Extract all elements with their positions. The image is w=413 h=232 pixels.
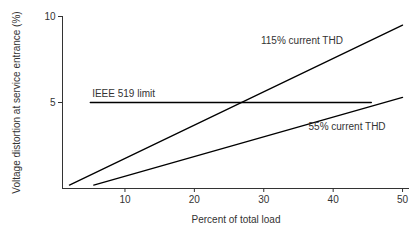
- svg-text:IEEE 519 limit: IEEE 519 limit: [92, 88, 155, 99]
- svg-text:50: 50: [397, 194, 409, 205]
- svg-text:20: 20: [189, 194, 201, 205]
- svg-text:5: 5: [50, 97, 56, 108]
- svg-text:Percent of total load: Percent of total load: [192, 214, 281, 225]
- svg-text:115% current THD: 115% current THD: [261, 35, 343, 46]
- svg-text:10: 10: [119, 194, 131, 205]
- svg-text:30: 30: [258, 194, 270, 205]
- svg-text:Voltage distortion at service: Voltage distortion at service entrance (…: [11, 11, 22, 193]
- svg-text:55% current THD: 55% current THD: [309, 121, 386, 132]
- svg-text:40: 40: [328, 194, 340, 205]
- svg-text:10: 10: [44, 11, 56, 22]
